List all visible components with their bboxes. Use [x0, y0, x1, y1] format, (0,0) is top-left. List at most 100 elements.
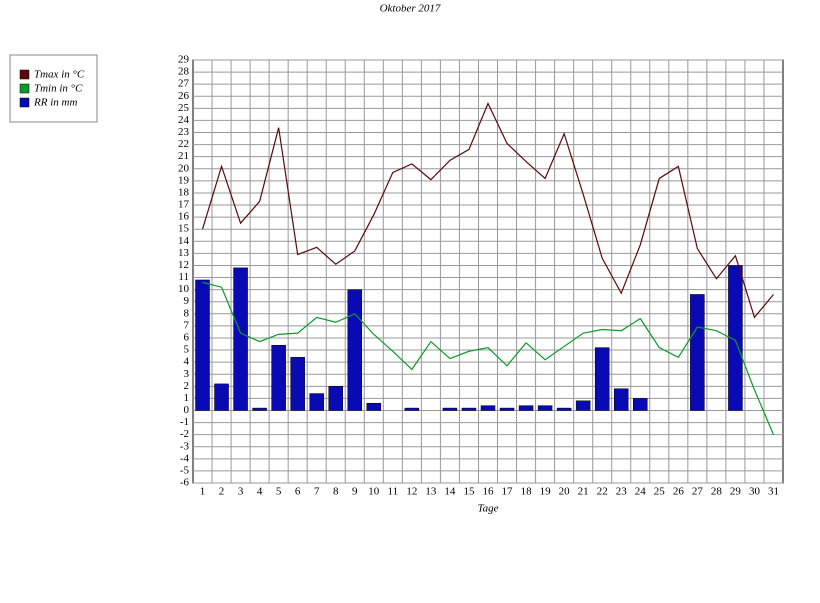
y-tick-label: 17 — [178, 199, 190, 211]
y-tick-label: -5 — [180, 464, 190, 476]
bar — [537, 405, 553, 411]
legend-swatch — [19, 97, 30, 108]
bar — [214, 383, 229, 411]
x-tick-label: 26 — [673, 486, 685, 498]
bar — [366, 402, 382, 411]
x-tick-label: 3 — [238, 486, 244, 498]
x-tick-label: 29 — [730, 486, 742, 498]
y-tick-label: 22 — [178, 138, 189, 150]
x-tick-label: 1 — [200, 486, 206, 498]
x-tick-label: 24 — [635, 486, 647, 498]
x-tick-label: 16 — [483, 486, 495, 498]
bar — [442, 407, 458, 411]
y-tick-label: -3 — [180, 440, 190, 452]
line — [201, 102, 774, 319]
bar — [613, 388, 629, 411]
y-tick-label: 26 — [178, 90, 190, 102]
legend-label: Tmin in °C — [34, 83, 83, 95]
y-tick-label: 10 — [178, 283, 190, 295]
x-tick-label: 18 — [521, 486, 533, 498]
x-tick-label: 4 — [257, 486, 263, 498]
bar — [480, 405, 496, 411]
chart-title: Oktober 2017 — [380, 3, 441, 15]
bar — [347, 289, 363, 411]
bar — [518, 405, 534, 411]
x-tick-label: 5 — [276, 486, 282, 498]
x-tick-label: 15 — [463, 486, 475, 498]
y-tick-label: 3 — [184, 368, 190, 380]
x-tick-label: 14 — [444, 486, 456, 498]
bar — [575, 400, 591, 411]
y-tick-label: 16 — [178, 211, 190, 223]
x-tick-label: 30 — [749, 486, 761, 498]
y-tick-label: 27 — [178, 78, 190, 90]
y-tick-label: 18 — [178, 186, 190, 198]
x-tick-label: 17 — [502, 486, 514, 498]
y-tick-label: 29 — [178, 54, 190, 66]
legend-swatch — [19, 69, 30, 80]
y-tick-label: 25 — [178, 102, 190, 114]
y-tick-label: -2 — [180, 428, 189, 440]
bar — [461, 407, 477, 411]
y-tick-label: 24 — [178, 114, 190, 126]
y-tick-label: 21 — [178, 150, 189, 162]
y-tick-label: 4 — [184, 356, 190, 368]
bar — [271, 344, 286, 411]
x-tick-label: 6 — [295, 486, 301, 498]
bar — [633, 398, 648, 411]
y-tick-label: -4 — [180, 452, 190, 464]
x-axis-label: Tage — [478, 503, 499, 515]
y-tick-label: 0 — [184, 404, 190, 416]
bar — [328, 386, 343, 411]
legend-label: RR in mm — [33, 97, 77, 109]
y-tick-label: 5 — [184, 344, 190, 356]
x-tick-label: 31 — [768, 486, 779, 498]
y-tick-label: 14 — [178, 235, 190, 247]
x-tick-label: 25 — [654, 486, 666, 498]
x-tick-label: 12 — [406, 486, 417, 498]
bar — [404, 407, 420, 411]
y-tick-label: 11 — [178, 271, 189, 283]
x-tick-label: 21 — [578, 486, 589, 498]
x-tick-label: 19 — [540, 486, 552, 498]
plot-area — [192, 59, 784, 484]
y-tick-label: 28 — [178, 66, 190, 78]
y-tick-label: 20 — [178, 162, 190, 174]
bar — [690, 294, 705, 411]
x-tick-label: 23 — [616, 486, 628, 498]
y-tick-label: 7 — [184, 319, 190, 331]
y-tick-label: 15 — [178, 223, 190, 235]
legend-swatch — [19, 83, 30, 94]
x-tick-label: 20 — [559, 486, 571, 498]
x-tick-label: 27 — [692, 486, 704, 498]
y-tick-label: 8 — [184, 307, 190, 319]
bar — [728, 265, 743, 411]
y-tick-label: 13 — [178, 247, 190, 259]
y-tick-label: -1 — [180, 416, 189, 428]
y-tick-label: -6 — [180, 477, 190, 489]
x-tick-label: 7 — [314, 486, 320, 498]
x-tick-label: 2 — [219, 486, 225, 498]
x-tick-label: 22 — [597, 486, 608, 498]
y-tick-label: 6 — [184, 332, 190, 344]
bar — [195, 279, 210, 411]
y-tick-label: 23 — [178, 126, 190, 138]
bar — [594, 347, 610, 411]
y-tick-label: 2 — [184, 380, 190, 392]
x-tick-label: 10 — [368, 486, 380, 498]
bar — [252, 407, 267, 411]
y-tick-label: 19 — [178, 174, 190, 186]
x-tick-label: 9 — [352, 486, 358, 498]
legend-label: Tmax in °C — [34, 69, 85, 81]
y-tick-label: 1 — [184, 392, 190, 404]
bar — [556, 407, 572, 411]
x-tick-label: 28 — [711, 486, 723, 498]
bar — [290, 357, 305, 411]
y-tick-label: 9 — [184, 295, 190, 307]
y-tick-label: 12 — [178, 259, 189, 271]
bar — [499, 407, 515, 411]
x-tick-label: 13 — [425, 486, 437, 498]
x-tick-label: 8 — [333, 486, 339, 498]
line — [202, 281, 775, 435]
